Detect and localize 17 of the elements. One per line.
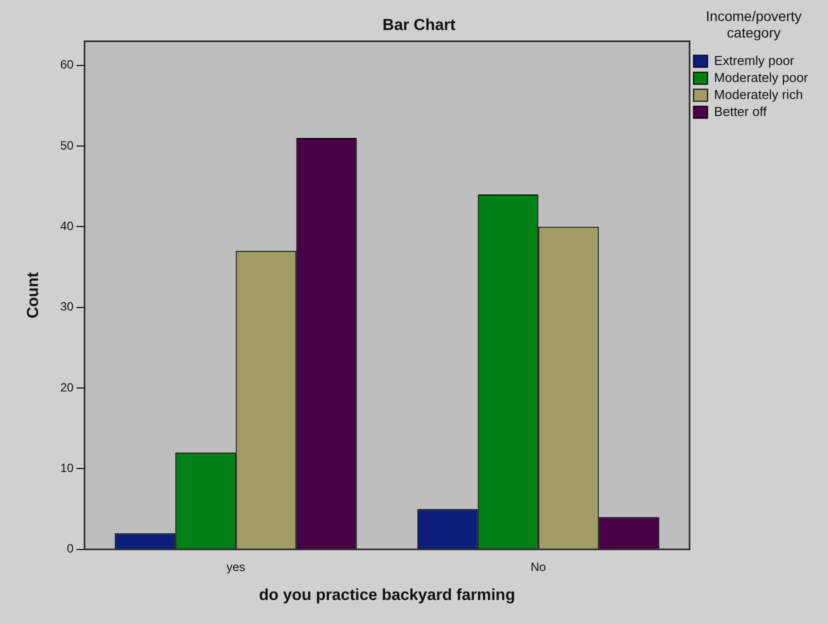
x-tick-label: yes [226,560,246,574]
legend-title: Income/poverty category [706,8,802,41]
y-tick-label: 30 [60,300,74,314]
y-axis-title: Count [25,272,42,318]
x-tick-label: No [530,560,546,574]
legend-label: Moderately poor [714,70,809,85]
y-tick-label: 50 [60,138,74,152]
x-axis-title: do you practice backyard farming [259,586,516,604]
y-tick-label: 60 [60,58,74,72]
legend-label: Moderately rich [714,86,803,102]
legend-label: Better off [714,104,767,119]
legend-label: Extremly poor [714,52,795,68]
y-tick-label: 0 [66,542,74,556]
y-tick-label: 20 [60,380,74,394]
y-tick-label: 40 [60,219,74,234]
chart-title: Bar Chart [382,17,456,34]
y-tick-label: 10 [60,461,74,476]
